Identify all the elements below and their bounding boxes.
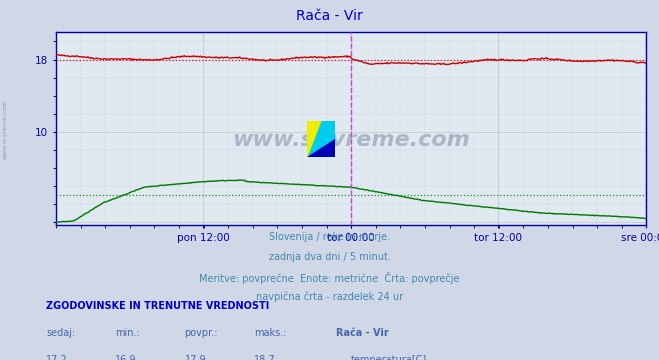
Text: Rača - Vir: Rača - Vir <box>336 328 389 338</box>
Text: www.si-vreme.com: www.si-vreme.com <box>3 100 8 159</box>
Text: ZGODOVINSKE IN TRENUTNE VREDNOSTI: ZGODOVINSKE IN TRENUTNE VREDNOSTI <box>46 301 270 311</box>
Text: 17,9: 17,9 <box>185 355 206 360</box>
Text: min.:: min.: <box>115 328 140 338</box>
Text: temperatura[C]: temperatura[C] <box>351 355 428 360</box>
Text: sedaj:: sedaj: <box>46 328 75 338</box>
Polygon shape <box>307 139 335 157</box>
Polygon shape <box>307 121 335 157</box>
Text: navpična črta - razdelek 24 ur: navpična črta - razdelek 24 ur <box>256 292 403 302</box>
Text: 16,9: 16,9 <box>115 355 137 360</box>
Polygon shape <box>307 121 321 157</box>
Text: zadnja dva dni / 5 minut.: zadnja dva dni / 5 minut. <box>269 252 390 262</box>
Text: www.si-vreme.com: www.si-vreme.com <box>232 130 470 150</box>
Text: maks.:: maks.: <box>254 328 286 338</box>
Text: Meritve: povprečne  Enote: metrične  Črta: povprečje: Meritve: povprečne Enote: metrične Črta:… <box>199 272 460 284</box>
Text: povpr.:: povpr.: <box>185 328 218 338</box>
Text: Rača - Vir: Rača - Vir <box>296 9 363 23</box>
Text: 18,7: 18,7 <box>254 355 275 360</box>
Text: 17,2: 17,2 <box>46 355 68 360</box>
Text: Slovenija / reke in morje.: Slovenija / reke in morje. <box>269 232 390 242</box>
